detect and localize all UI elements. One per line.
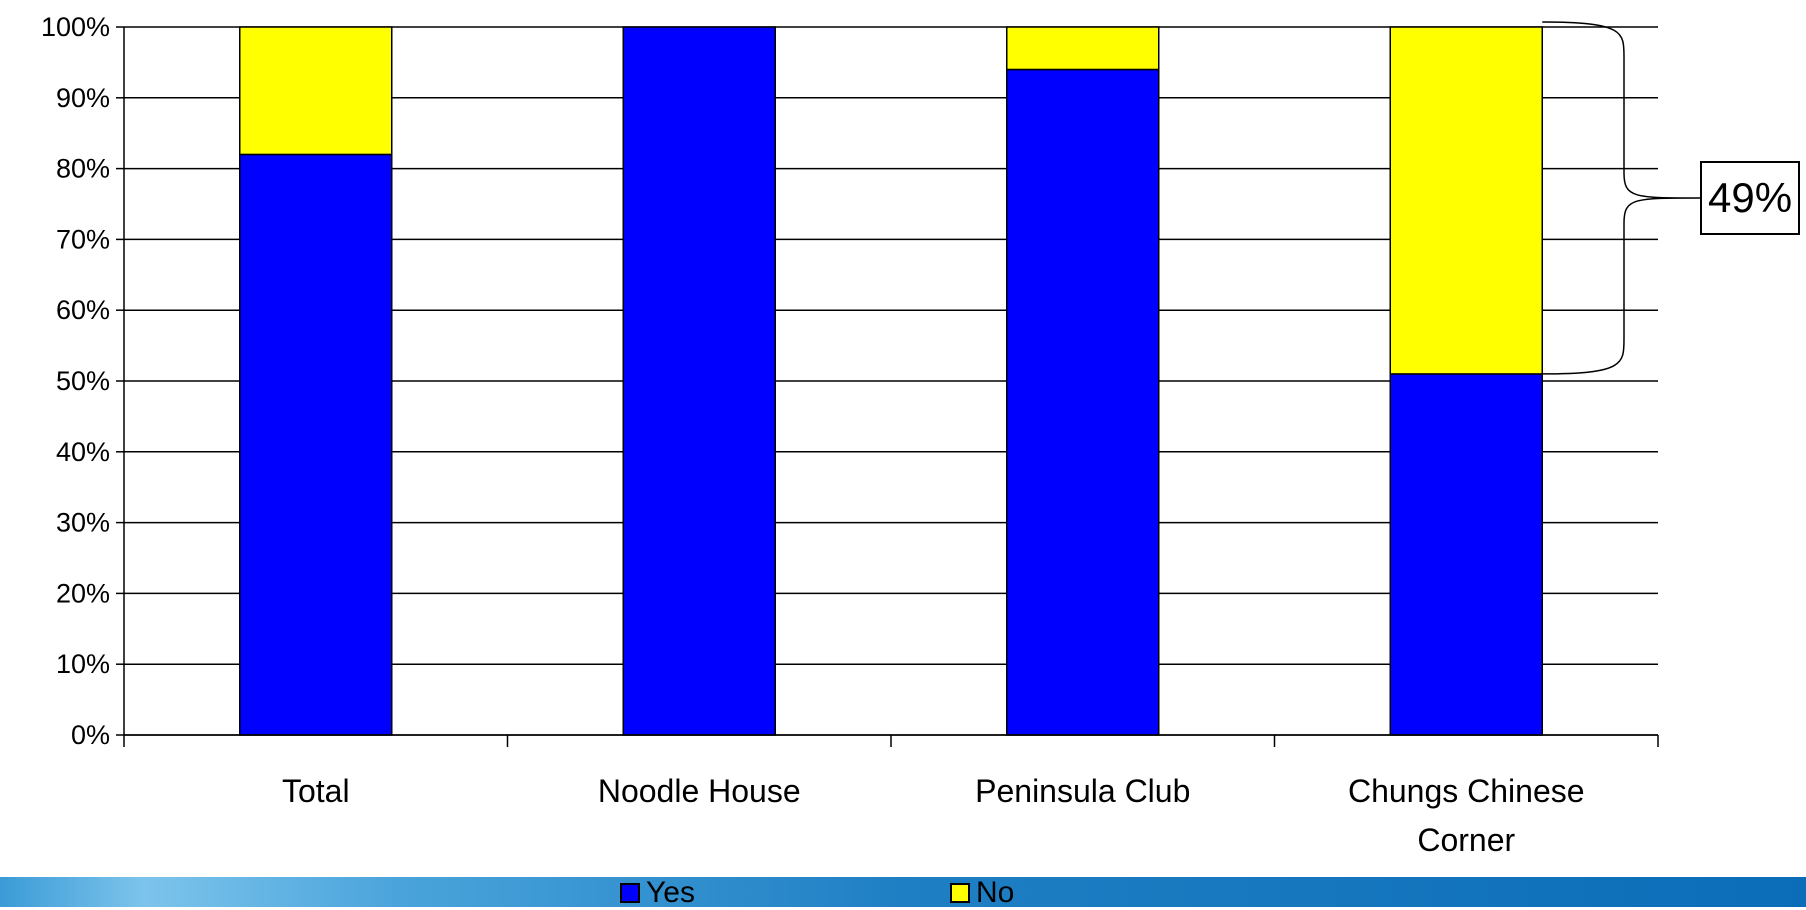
bar-no-segment <box>239 26 393 156</box>
stacked-bar-chart: 0% 10% 20% 30% 40% 50% 60% 70% 80% 90% 100% Total No… <box>41 12 1701 858</box>
y-tick-label: 70% <box>56 224 110 254</box>
x-category-label: Peninsula Club <box>975 773 1190 809</box>
y-tick-label: 0% <box>71 720 110 750</box>
annotation-callout-text: 49% <box>1708 174 1793 221</box>
x-category-label: Total <box>282 773 350 809</box>
y-tick-label: 60% <box>56 295 110 325</box>
bottom-decorative-band <box>0 877 1806 907</box>
legend-item-yes: Yes <box>620 876 695 910</box>
annotation-callout-box: 49% <box>1700 161 1800 235</box>
legend-label-yes: Yes <box>646 876 695 909</box>
x-category-label: Noodle House <box>598 773 801 809</box>
y-tick-label: 30% <box>56 508 110 538</box>
chart-legend: Yes No <box>0 876 1806 910</box>
x-category-label: Chungs Chinese <box>1348 773 1585 809</box>
bar-yes-segment <box>239 153 393 736</box>
bar-no-segment <box>1006 26 1160 71</box>
legend-swatch-yes <box>620 883 640 903</box>
y-tick-label: 40% <box>56 437 110 467</box>
y-tick-label: 20% <box>56 578 110 608</box>
y-tick-label: 90% <box>56 83 110 113</box>
y-tick-label: 100% <box>41 12 110 42</box>
bar-yes-segment <box>1006 68 1160 736</box>
y-tick-label: 10% <box>56 649 110 679</box>
bar-yes-segment <box>1389 373 1543 736</box>
legend-label-no: No <box>976 876 1015 909</box>
bar-yes-segment <box>622 26 776 736</box>
y-tick-label: 80% <box>56 154 110 184</box>
x-category-label: Corner <box>1417 822 1515 858</box>
annotation-brace <box>1542 21 1701 375</box>
bar-no-segment <box>1389 26 1543 375</box>
legend-item-no: No <box>950 876 1014 910</box>
legend-swatch-no <box>950 883 970 903</box>
y-tick-label: 50% <box>56 366 110 396</box>
